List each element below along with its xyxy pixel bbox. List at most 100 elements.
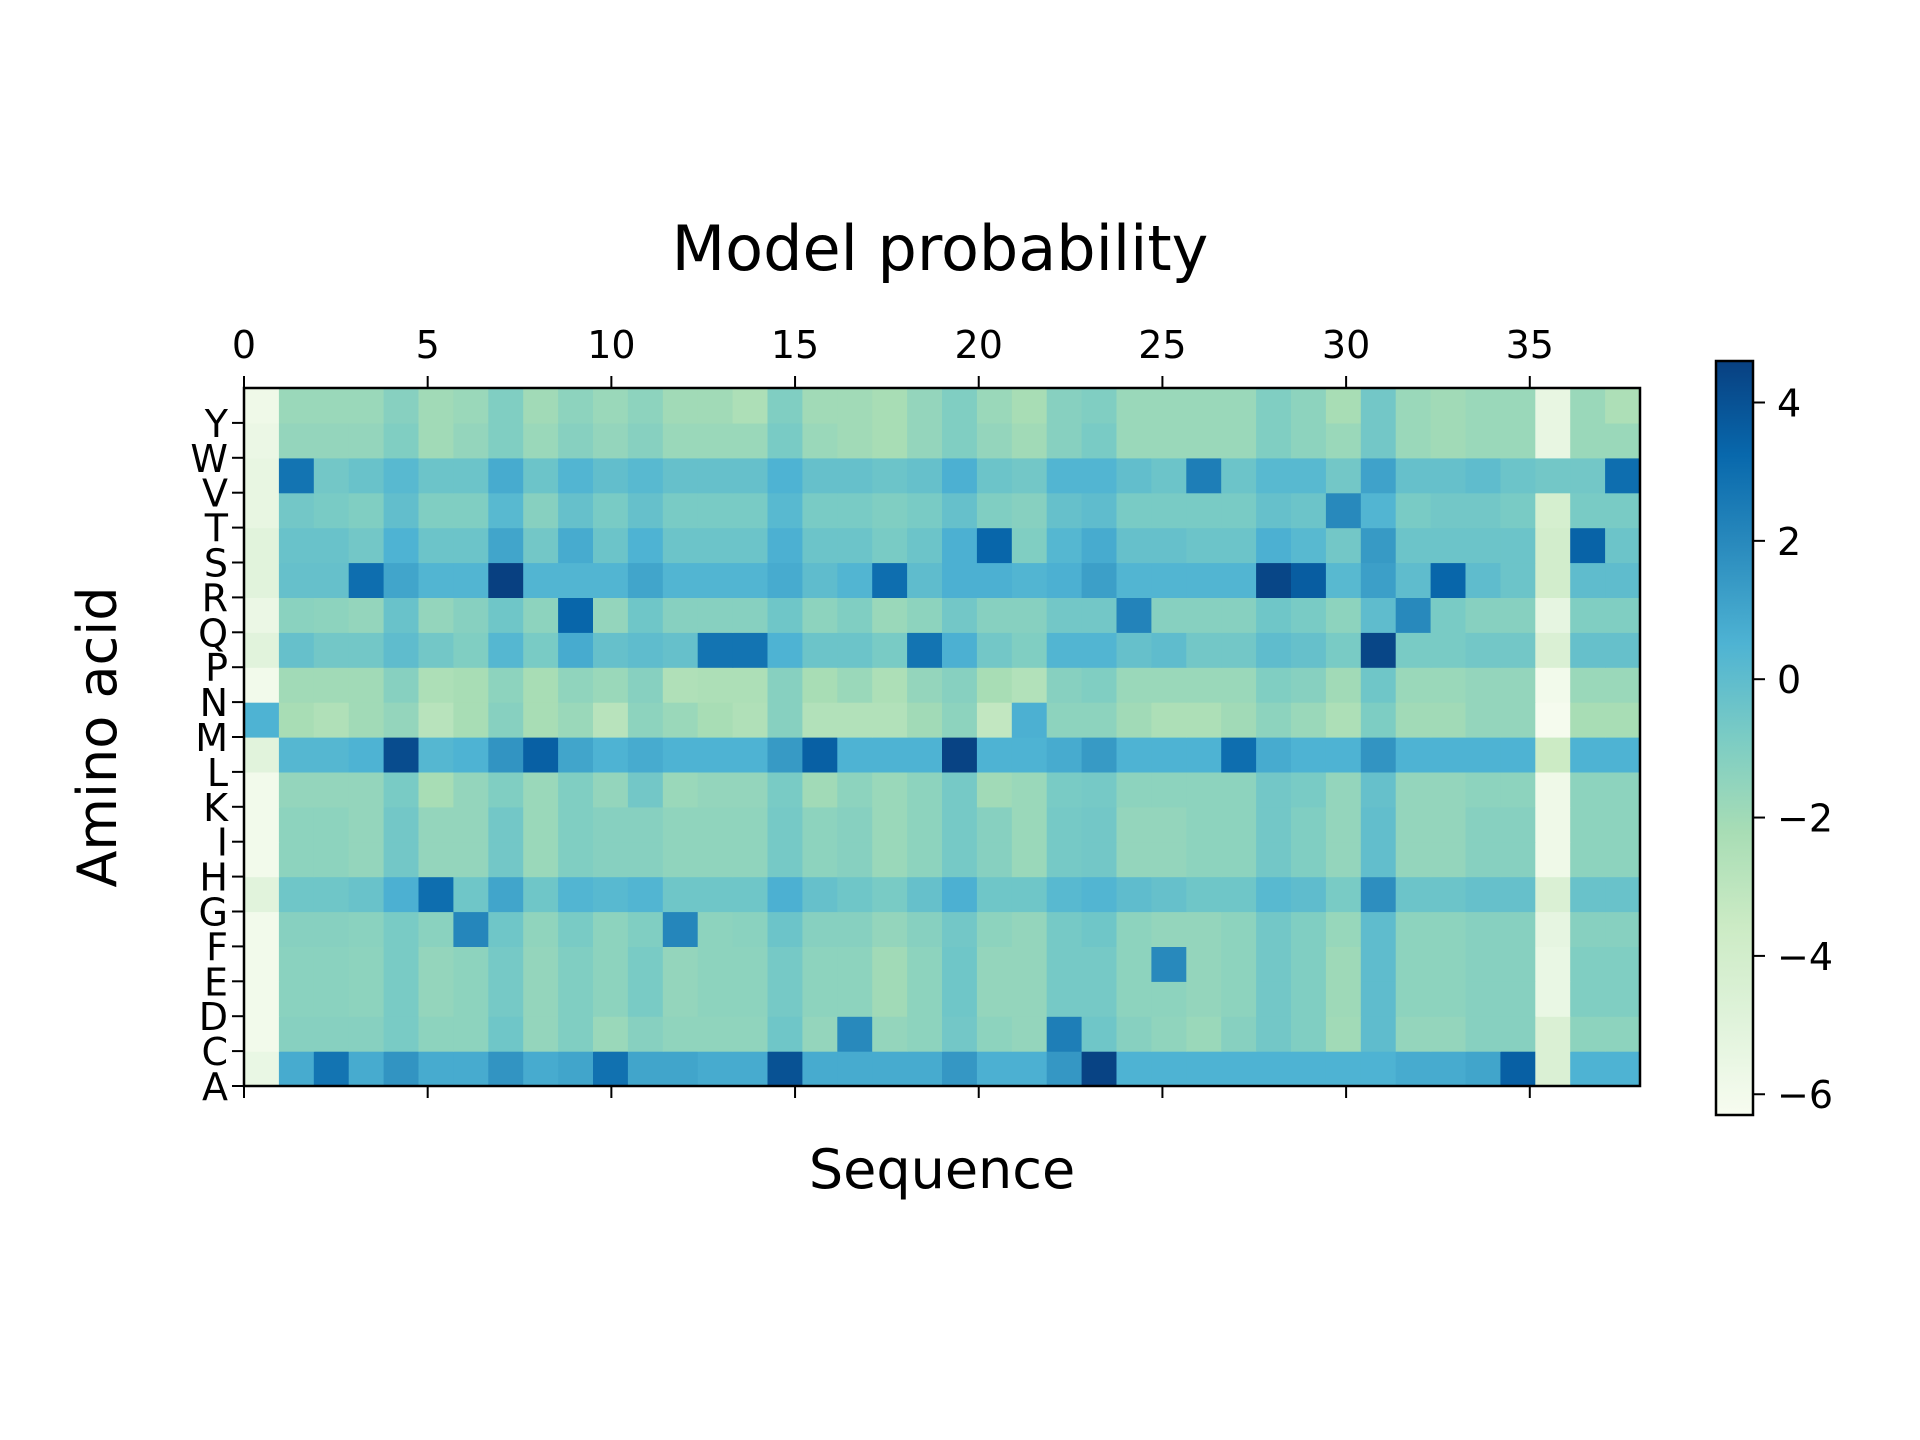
heatmap-cell (348, 946, 385, 982)
heatmap-cell (732, 1016, 769, 1052)
heatmap-cell (1291, 597, 1327, 633)
heatmap-cell (662, 562, 699, 598)
heatmap-cell (1500, 1016, 1536, 1052)
heatmap-cell (662, 981, 699, 1017)
heatmap-cell (1360, 527, 1397, 564)
heatmap-cell (802, 457, 838, 494)
heatmap-cell (1291, 388, 1327, 424)
heatmap-cell (1116, 667, 1152, 703)
heatmap-cell (1395, 702, 1432, 738)
heatmap-cell (662, 911, 699, 947)
heatmap-cell (348, 562, 385, 598)
heatmap-cell (313, 981, 350, 1017)
colorbar-ticks: 4 2 0 −2 −4 −6 (1753, 382, 1833, 1117)
heatmap-cell (1360, 981, 1397, 1017)
heatmap-cell (1186, 632, 1222, 668)
heatmap-cell (1360, 771, 1397, 808)
heatmap-cell (1011, 492, 1048, 529)
heatmap-cell (1360, 737, 1397, 773)
heatmap-cell (767, 911, 803, 947)
heatmap-cell (1046, 388, 1083, 424)
heatmap-cell (837, 737, 873, 773)
heatmap-cell (1605, 946, 1641, 982)
heatmap-cell (348, 632, 385, 668)
heatmap-cell (697, 737, 734, 773)
heatmap-cell (1011, 1016, 1048, 1052)
heatmap-cell (313, 562, 350, 598)
heatmap-cell (1535, 946, 1571, 982)
heatmap-cell (837, 667, 873, 703)
heatmap-cell (1221, 457, 1257, 494)
heatmap-cell (348, 492, 385, 529)
heatmap-cell (244, 841, 280, 878)
heatmap-cell (1430, 1016, 1467, 1052)
heatmap-cell (593, 1016, 629, 1052)
heatmap-cell (383, 911, 420, 947)
heatmap-cell (244, 457, 280, 494)
heatmap-cell (872, 1051, 908, 1087)
heatmap-cell (1430, 632, 1467, 668)
heatmap-cell (418, 597, 454, 633)
heatmap-cell (244, 737, 280, 773)
heatmap-cell (1465, 388, 1501, 424)
heatmap-cell (1046, 597, 1083, 633)
x-tick-label: 5 (416, 323, 440, 367)
heatmap-cell (802, 388, 838, 424)
heatmap-cell (383, 876, 420, 913)
heatmap-cell (488, 702, 524, 738)
heatmap-cell (627, 737, 664, 773)
heatmap-cell (488, 876, 524, 913)
heatmap-cell (1151, 457, 1187, 494)
heatmap-cell (453, 876, 489, 913)
heatmap-cell (942, 422, 978, 459)
heatmap-cell (1360, 806, 1397, 843)
heatmap-cell (697, 911, 734, 947)
heatmap-cell (802, 702, 838, 738)
heatmap-cell (593, 597, 629, 633)
heatmap-cell (1465, 737, 1501, 773)
heatmap-cell (1605, 981, 1641, 1017)
heatmap-cell (1256, 946, 1292, 982)
heatmap-cell (907, 632, 943, 668)
heatmap-cell (1046, 702, 1083, 738)
heatmap-cell (627, 806, 664, 843)
heatmap-cell (1116, 981, 1152, 1017)
y-tick-label: F (206, 925, 228, 969)
heatmap-cells (244, 388, 1641, 1087)
heatmap-cell (976, 1016, 1013, 1052)
heatmap-cell (907, 841, 943, 878)
heatmap-cell (1151, 1016, 1187, 1052)
heatmap-cell (453, 388, 489, 424)
heatmap-cell (872, 667, 908, 703)
heatmap-cell (1256, 911, 1292, 947)
heatmap-cell (418, 527, 454, 564)
heatmap-cell (488, 737, 524, 773)
heatmap-cell (1221, 702, 1257, 738)
heatmap-cell (1395, 632, 1432, 668)
heatmap-cell (907, 981, 943, 1017)
heatmap-cell (767, 527, 803, 564)
heatmap-cell (732, 388, 769, 424)
heatmap-cell (1256, 737, 1292, 773)
heatmap-cell (1395, 422, 1432, 459)
heatmap-cell (802, 737, 838, 773)
heatmap-cell (1046, 492, 1083, 529)
heatmap-cell (453, 737, 489, 773)
heatmap-cell (697, 667, 734, 703)
heatmap-cell (348, 806, 385, 843)
heatmap-cell (1221, 876, 1257, 913)
heatmap-cell (1046, 876, 1083, 913)
heatmap-cell (1221, 562, 1257, 598)
heatmap-cell (1360, 597, 1397, 633)
heatmap-cell (802, 632, 838, 668)
heatmap-cell (593, 946, 629, 982)
heatmap-cell (1151, 702, 1187, 738)
heatmap-cell (1360, 876, 1397, 913)
heatmap-cell (1325, 946, 1362, 982)
heatmap-cell (313, 737, 350, 773)
heatmap-cell (244, 388, 280, 424)
heatmap-cell (662, 667, 699, 703)
heatmap-cell (1151, 527, 1187, 564)
heatmap-cell (662, 771, 699, 808)
